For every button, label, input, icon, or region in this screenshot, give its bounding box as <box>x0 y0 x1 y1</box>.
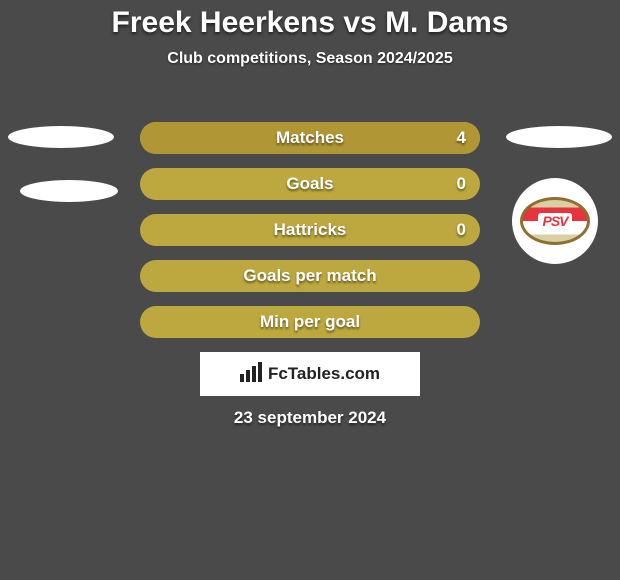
left-player-badge-1 <box>8 126 114 148</box>
stat-value-right: 0 <box>457 174 466 194</box>
club-badge: PSV <box>512 178 598 264</box>
club-badge-text: PSV <box>538 213 571 229</box>
page-subtitle: Club competitions, Season 2024/2025 <box>0 50 620 68</box>
stat-label: Goals <box>286 174 333 194</box>
stat-row: Matches 4 <box>140 122 480 154</box>
stat-label: Goals per match <box>243 266 376 286</box>
stat-row: Min per goal <box>140 306 480 338</box>
stat-label: Min per goal <box>260 312 360 332</box>
attribution-text: FcTables.com <box>268 364 380 384</box>
attribution-box: FcTables.com <box>200 352 420 396</box>
stat-row: Hattricks 0 <box>140 214 480 246</box>
left-player-badge-2 <box>20 180 118 202</box>
page-title: Freek Heerkens vs M. Dams <box>0 0 620 40</box>
right-player-badge-1 <box>506 126 612 148</box>
date-text: 23 september 2024 <box>0 408 620 428</box>
stats-chart: Matches 4 Goals 0 Hattricks 0 Goals per match M… <box>140 122 480 352</box>
stat-value-right: 0 <box>457 220 466 240</box>
stat-value-right: 4 <box>457 128 466 148</box>
club-badge-inner: PSV <box>520 197 590 245</box>
stat-label: Hattricks <box>274 220 347 240</box>
stat-row: Goals per match <box>140 260 480 292</box>
stat-label: Matches <box>276 128 344 148</box>
stat-row: Goals 0 <box>140 168 480 200</box>
bars-icon <box>240 362 262 387</box>
